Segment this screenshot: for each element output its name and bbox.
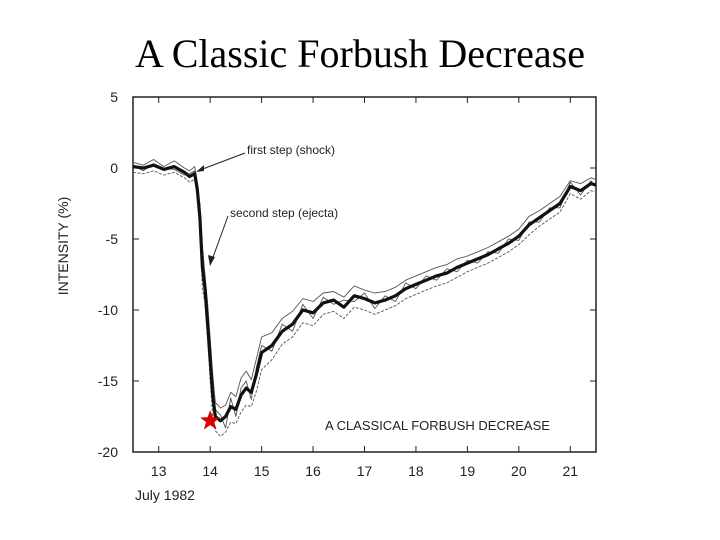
annotation-group: first step (shock) second step (ejecta) xyxy=(196,143,338,266)
x-tick-label: 15 xyxy=(254,463,270,479)
annotation-second-step: second step (ejecta) xyxy=(230,206,338,220)
y-tick-label: 5 xyxy=(110,89,118,105)
y-tick-label: -5 xyxy=(106,231,119,247)
y-tick-label: -20 xyxy=(98,444,118,460)
x-tick-label: 13 xyxy=(151,463,167,479)
x-tick-label: 20 xyxy=(511,463,527,479)
x-tick-label: 21 xyxy=(562,463,578,479)
annotation-second-step-arrow xyxy=(211,215,229,261)
x-tick-label: 17 xyxy=(357,463,373,479)
series-group xyxy=(132,159,597,437)
y-tick-label: -10 xyxy=(98,302,118,318)
y-tick-label: -15 xyxy=(98,373,118,389)
slide-title: A Classic Forbush Decrease xyxy=(135,31,585,76)
x-tick-label: 16 xyxy=(305,463,321,479)
annotation-second-step-arrowhead xyxy=(208,255,215,266)
annotation-first-step: first step (shock) xyxy=(247,143,335,157)
x-tick-label: 14 xyxy=(202,463,218,479)
annotation-first-step-arrowhead xyxy=(196,165,204,172)
series-line-thin xyxy=(132,170,597,437)
y-axis-label: INTENSITY (%) xyxy=(55,197,71,296)
x-axis: 13 14 15 16 17 18 19 20 21 xyxy=(151,97,578,479)
y-tick-label: 0 xyxy=(110,160,118,176)
series-line-thin xyxy=(132,163,597,429)
y-axis: 5 0 -5 -10 -15 -20 xyxy=(98,89,596,460)
x-axis-label: July 1982 xyxy=(135,487,195,503)
x-tick-label: 19 xyxy=(460,463,476,479)
chart-title: A CLASSICAL FORBUSH DECREASE xyxy=(325,418,550,433)
star-marker xyxy=(199,410,221,430)
series-line-bold xyxy=(132,163,597,423)
x-tick-label: 18 xyxy=(408,463,424,479)
annotation-first-step-arrow xyxy=(199,152,246,171)
